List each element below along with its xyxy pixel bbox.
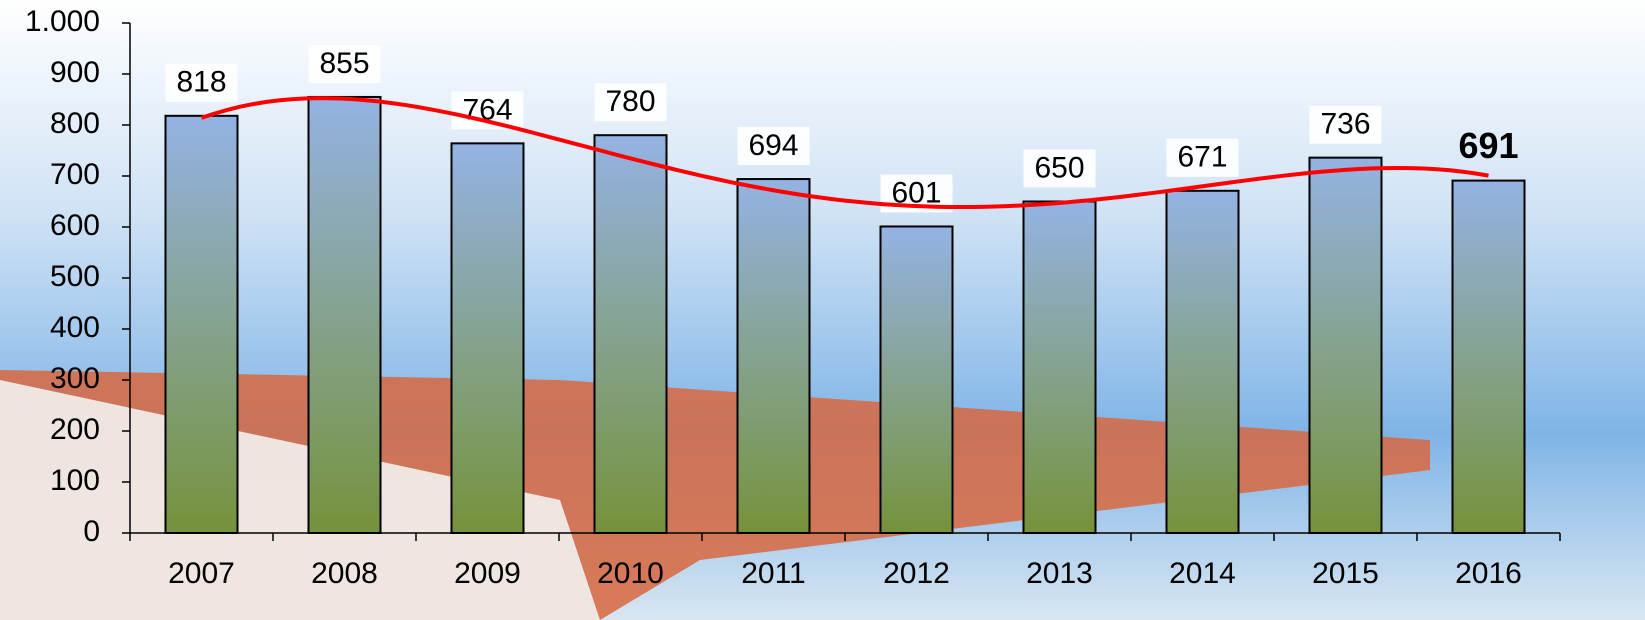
value-label-box [1166, 138, 1239, 177]
y-tick-label: 800 [50, 107, 100, 140]
value-label: 818 [176, 66, 226, 99]
x-tick-label: 2007 [168, 557, 235, 590]
x-tick-label: 2012 [883, 557, 950, 590]
wall [0, 380, 600, 620]
y-tick-label: 200 [50, 413, 100, 446]
value-label: 855 [319, 47, 369, 80]
bar [593, 134, 668, 534]
y-tick-label: 0 [83, 515, 100, 548]
x-tick-label: 2013 [1026, 557, 1093, 590]
y-tick-label: 400 [50, 311, 100, 344]
x-tick-label: 2011 [741, 557, 806, 590]
value-label-box [165, 63, 238, 102]
value-label-box [737, 127, 810, 166]
bar [1165, 189, 1240, 534]
value-label-box [1309, 105, 1382, 144]
value-label: 650 [1034, 151, 1084, 184]
x-tick-label: 2015 [1312, 557, 1379, 590]
y-tick-label: 100 [50, 464, 100, 497]
bar [1451, 179, 1526, 534]
bar [164, 114, 239, 534]
bar [736, 178, 811, 534]
bar [307, 95, 382, 534]
x-tick-label: 2010 [597, 557, 664, 590]
y-tick-label: 1.000 [25, 5, 100, 38]
value-label-box [594, 83, 667, 122]
x-tick-label: 2008 [311, 557, 378, 590]
bar [450, 142, 525, 535]
y-tick-label: 900 [50, 56, 100, 89]
value-label: 780 [605, 85, 655, 118]
bar [1022, 200, 1097, 534]
value-label-box [1023, 149, 1096, 188]
y-tick-label: 500 [50, 260, 100, 293]
value-label: 691 [1458, 125, 1518, 166]
trend-line [200, 96, 1489, 209]
y-tick-label: 600 [50, 209, 100, 242]
value-label: 671 [1177, 141, 1227, 174]
value-label: 694 [748, 129, 798, 162]
x-tick-label: 2016 [1455, 557, 1522, 590]
y-tick-label: 700 [50, 158, 100, 191]
bar [1308, 156, 1383, 534]
bar [879, 225, 954, 535]
value-label: 736 [1320, 108, 1370, 141]
y-tick-label: 300 [50, 362, 100, 395]
x-tick-label: 2014 [1169, 557, 1236, 590]
value-label-box [308, 44, 381, 83]
x-tick-label: 2009 [454, 557, 521, 590]
